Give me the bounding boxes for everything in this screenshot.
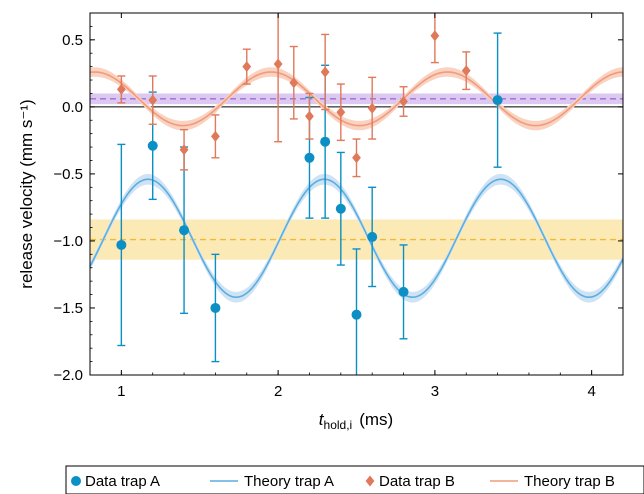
x-axis-label: thold,i (ms): [319, 410, 393, 432]
mean-band-1: [90, 93, 623, 105]
x-tick-label: 4: [587, 383, 595, 400]
marker-diamond: [336, 106, 346, 118]
plot-frame: [89, 12, 624, 376]
marker-diamond: [289, 77, 299, 89]
legend-entry-2: Data trap B: [365, 473, 455, 490]
data-point-1-12: [399, 86, 408, 117]
legend-marker-diamond: [365, 475, 375, 487]
marker-diamond: [305, 110, 314, 122]
data-point-0-2: [179, 146, 190, 315]
marker-circle: [116, 239, 127, 250]
marker-diamond: [116, 83, 126, 95]
legend-entry-3: Theory trap B: [490, 473, 615, 490]
marker-diamond: [352, 152, 361, 164]
y-tick-label: 0.5: [62, 32, 83, 49]
data-point-1-2: [179, 128, 189, 171]
marker-circle: [335, 203, 346, 214]
marker-circle: [179, 225, 190, 236]
marker-circle: [147, 140, 158, 151]
x-axis-label-subscript: hold,i: [324, 418, 353, 432]
data-point-1-9: [336, 83, 346, 142]
data-point-1-5: [273, 13, 283, 143]
legend-label: Data trap A: [85, 473, 160, 490]
marker-circle: [367, 231, 378, 242]
data-point-1-1: [148, 75, 158, 125]
data-point-0-7: [351, 248, 362, 375]
marker-circle: [304, 152, 315, 163]
legend-marker-circle: [71, 476, 81, 486]
x-tick-label: 3: [431, 383, 439, 400]
legend-label: Data trap B: [379, 473, 455, 490]
data-point-1-14: [461, 51, 471, 91]
data-point-1-10: [352, 138, 361, 178]
marker-circle: [398, 286, 409, 297]
data-point-1-3: [211, 114, 220, 159]
data-point-0-9: [398, 244, 409, 340]
x-axis-label-main: t: [319, 410, 325, 429]
data-point-1-7: [305, 92, 314, 140]
data-point-1-4: [242, 48, 252, 85]
legend-label: Theory trap A: [244, 473, 334, 490]
data-point-0-8: [367, 186, 378, 288]
marker-diamond: [242, 61, 252, 73]
legend-box: [65, 465, 644, 494]
marker-diamond: [461, 65, 471, 77]
y-tick-label: 0.0: [62, 99, 83, 116]
marker-diamond: [367, 102, 377, 114]
legend-label: Theory trap B: [524, 473, 615, 490]
theory-curve-0: [90, 178, 623, 299]
data-point-1-0: [116, 75, 126, 104]
x-tick-label: 2: [274, 383, 282, 400]
axes: 1 2 3 4 −2.0 −1.5 −1.0 −0.5 0.0 0.5: [53, 12, 624, 400]
marker-circle: [320, 136, 331, 147]
marker-diamond: [148, 94, 158, 106]
marker-diamond: [179, 144, 189, 156]
data-point-1-6: [289, 45, 299, 120]
marker-diamond: [430, 30, 440, 42]
x-axis-label-unit: (ms): [359, 410, 393, 429]
plot-clip-group: [90, 13, 623, 375]
plot-area: [90, 13, 623, 375]
marker-diamond: [320, 66, 330, 78]
marker-diamond: [399, 95, 408, 107]
marker-circle: [351, 309, 362, 320]
legend-entry-1: Theory trap A: [210, 473, 334, 490]
y-axis-label: release velocity (mm s⁻¹): [17, 99, 36, 288]
x-tick-label: 1: [117, 383, 125, 400]
y-tick-label: −2.0: [53, 367, 83, 384]
marker-circle: [210, 302, 221, 313]
marker-diamond: [273, 58, 283, 70]
marker-circle: [492, 95, 503, 106]
marker-diamond: [211, 130, 220, 142]
y-tick-label: −0.5: [53, 166, 83, 183]
data-point-0-3: [210, 253, 221, 363]
theory-curve-1: [90, 71, 623, 127]
data-point-0-0: [116, 143, 127, 347]
data-point-1-8: [320, 33, 330, 111]
legend: Data trap A Theory trap A Data trap B Theor…: [65, 465, 644, 494]
data-point-0-10: [492, 32, 503, 168]
y-tick-label: −1.0: [53, 233, 83, 250]
data-point-0-6: [335, 151, 346, 266]
data-point-1-11: [367, 76, 377, 140]
legend-entry-0: Data trap A: [71, 473, 160, 490]
y-tick-label: −1.5: [53, 300, 83, 317]
